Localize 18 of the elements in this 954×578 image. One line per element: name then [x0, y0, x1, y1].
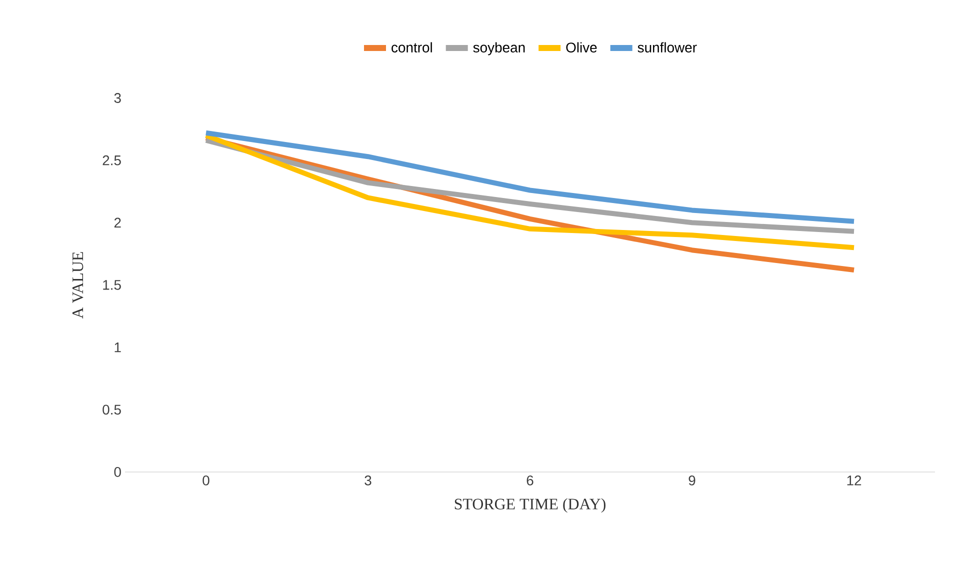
- y-tick-label: 2: [114, 218, 121, 228]
- legend-label: Olive: [566, 42, 597, 52]
- legend-label: soybean: [473, 42, 525, 56]
- y-tick-label: 2.5: [102, 155, 121, 166]
- x-axis-title: STORGE TIME (DAY): [454, 498, 606, 513]
- x-tick-label: 6: [526, 476, 534, 486]
- y-tick-label: 3: [114, 93, 121, 103]
- x-tick-label: 12: [847, 476, 862, 486]
- y-tick-label: 1: [114, 342, 121, 352]
- y-axis-title: A VALUE: [72, 252, 84, 319]
- y-tick-label: 1.5: [103, 280, 121, 290]
- legend-label: sunflower: [638, 42, 697, 52]
- y-tick-label: 0: [114, 467, 121, 477]
- y-tick-label: 0.5: [102, 404, 121, 415]
- x-tick-label: 0: [202, 476, 210, 486]
- x-tick-label: 3: [364, 476, 372, 486]
- x-tick-label: 9: [688, 476, 696, 486]
- legend-label: control: [392, 42, 432, 52]
